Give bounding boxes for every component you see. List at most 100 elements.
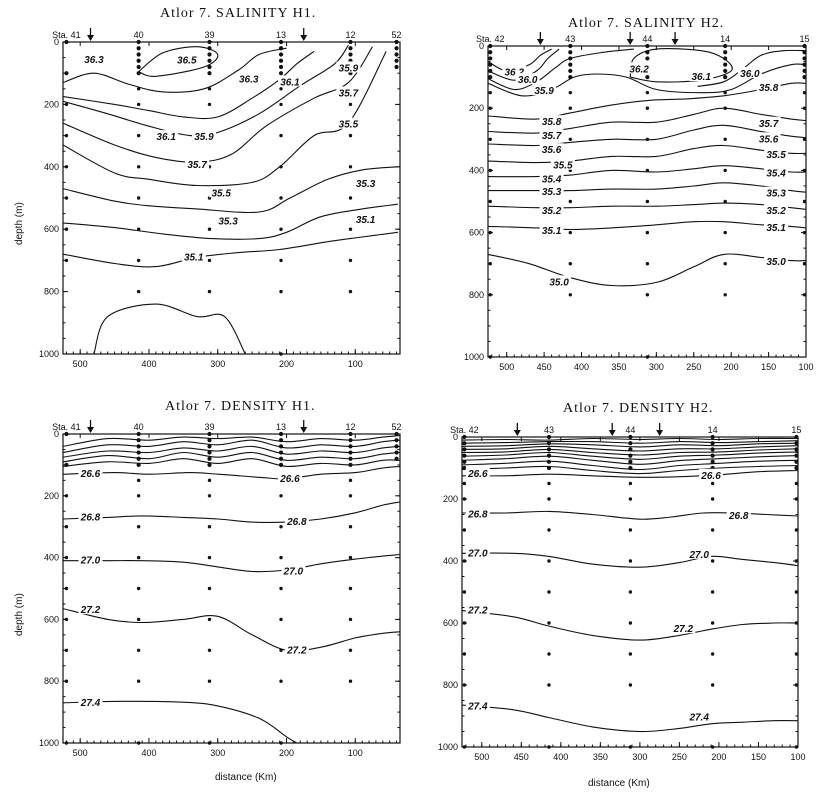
sample-point	[136, 438, 141, 443]
contour-label-bg	[532, 84, 557, 96]
arrow-head	[87, 427, 95, 433]
contour-label-bg	[174, 53, 199, 65]
contour-line	[63, 553, 400, 573]
sample-point	[462, 559, 467, 563]
sample-point	[394, 450, 399, 455]
sample-point	[568, 262, 573, 266]
y-tick-label: 400	[443, 556, 458, 566]
contour-label-bg	[737, 66, 762, 78]
contour-label: 27.2	[673, 624, 694, 635]
contour-line	[462, 464, 798, 475]
contour-label-bg	[627, 62, 652, 74]
contour-label-bg	[547, 275, 572, 287]
sample-point	[348, 133, 353, 138]
sample-point	[710, 745, 715, 749]
y-tick-label: 800	[44, 287, 59, 297]
x-tick-label: 450	[537, 362, 552, 372]
sample-point	[546, 453, 552, 458]
contour-label: 26.8	[467, 510, 488, 521]
sample-point	[207, 58, 212, 63]
contour-label-bg	[699, 468, 724, 480]
contour-label: 35.9	[534, 86, 554, 97]
contour-line	[138, 46, 219, 77]
arrow-head	[671, 39, 679, 45]
sample-point	[136, 102, 141, 107]
sample-point	[568, 90, 573, 95]
sample-point	[794, 441, 799, 446]
sample-point	[628, 590, 633, 594]
sample-point	[723, 68, 728, 73]
contour-label: 27.0	[283, 567, 304, 578]
sample-point	[546, 459, 552, 464]
sample-point	[645, 293, 650, 297]
contour-label: 35.3	[356, 179, 376, 190]
contour-label: 35.9	[194, 132, 214, 143]
contour-label-bg	[539, 143, 564, 155]
sample-point	[645, 56, 650, 61]
sample-point	[462, 441, 467, 446]
sample-point	[136, 227, 141, 231]
sample-point	[348, 450, 353, 455]
contour-label-bg	[502, 65, 527, 77]
contour-label: 35.8	[759, 83, 779, 94]
contour-label: 35.3	[766, 189, 786, 200]
sample-point	[794, 497, 799, 501]
sample-point	[394, 431, 399, 437]
contour-label-bg	[216, 214, 241, 226]
contour-label: 35.7	[339, 88, 359, 99]
sample-point	[794, 528, 799, 532]
station-label: 12	[345, 422, 355, 432]
sample-point	[645, 137, 650, 141]
contour-line	[488, 48, 560, 81]
sample-point	[723, 90, 727, 95]
sample-point	[547, 745, 551, 749]
sample-point	[802, 262, 807, 266]
sample-point	[723, 43, 728, 49]
contour-label: 35.7	[542, 131, 562, 142]
x-tick-label: 300	[649, 362, 664, 372]
contour-label: 35.5	[339, 120, 359, 131]
sample-point	[348, 39, 353, 45]
sample-point	[136, 555, 141, 560]
sample-point	[802, 62, 807, 67]
x-tick-label: 400	[574, 362, 589, 372]
sample-point	[64, 648, 69, 652]
contour-line	[488, 220, 806, 231]
y-tick-label: 1000	[39, 349, 59, 359]
sample-point	[136, 289, 141, 294]
sample-point	[794, 434, 799, 440]
sample-point	[279, 494, 283, 498]
sample-point	[462, 447, 467, 452]
sample-point	[207, 525, 212, 529]
contour-label-bg	[539, 115, 564, 127]
sample-point	[207, 438, 212, 443]
sample-point	[207, 46, 212, 51]
contour-label-bg	[236, 72, 261, 84]
sample-point	[488, 56, 493, 61]
contour-label-bg	[191, 130, 216, 142]
contour-line	[462, 437, 798, 441]
contour-label-bg	[764, 147, 789, 159]
station-label: Sta. 42	[450, 425, 479, 435]
sample-point	[278, 39, 284, 45]
sample-point	[794, 559, 799, 563]
sample-point	[207, 87, 212, 91]
sample-point	[462, 745, 467, 749]
sample-point	[136, 87, 141, 91]
x-tick-label: 450	[514, 752, 529, 762]
x-tick-label: 300	[210, 359, 225, 369]
sample-point	[64, 679, 69, 683]
y-tick-label: 200	[469, 103, 484, 113]
y-tick-label: 0	[479, 41, 484, 51]
sample-point	[207, 494, 212, 498]
contour-label-bg	[284, 643, 309, 655]
sample-point	[488, 62, 493, 67]
sample-point	[136, 617, 141, 622]
sample-point	[348, 462, 353, 467]
contour-label: 27.4	[467, 702, 488, 713]
y-tick-label: 1000	[39, 738, 59, 748]
sample-point	[348, 617, 353, 622]
sample-point	[723, 50, 728, 55]
contour-label: 35.7	[187, 160, 207, 171]
sample-point	[207, 679, 212, 683]
